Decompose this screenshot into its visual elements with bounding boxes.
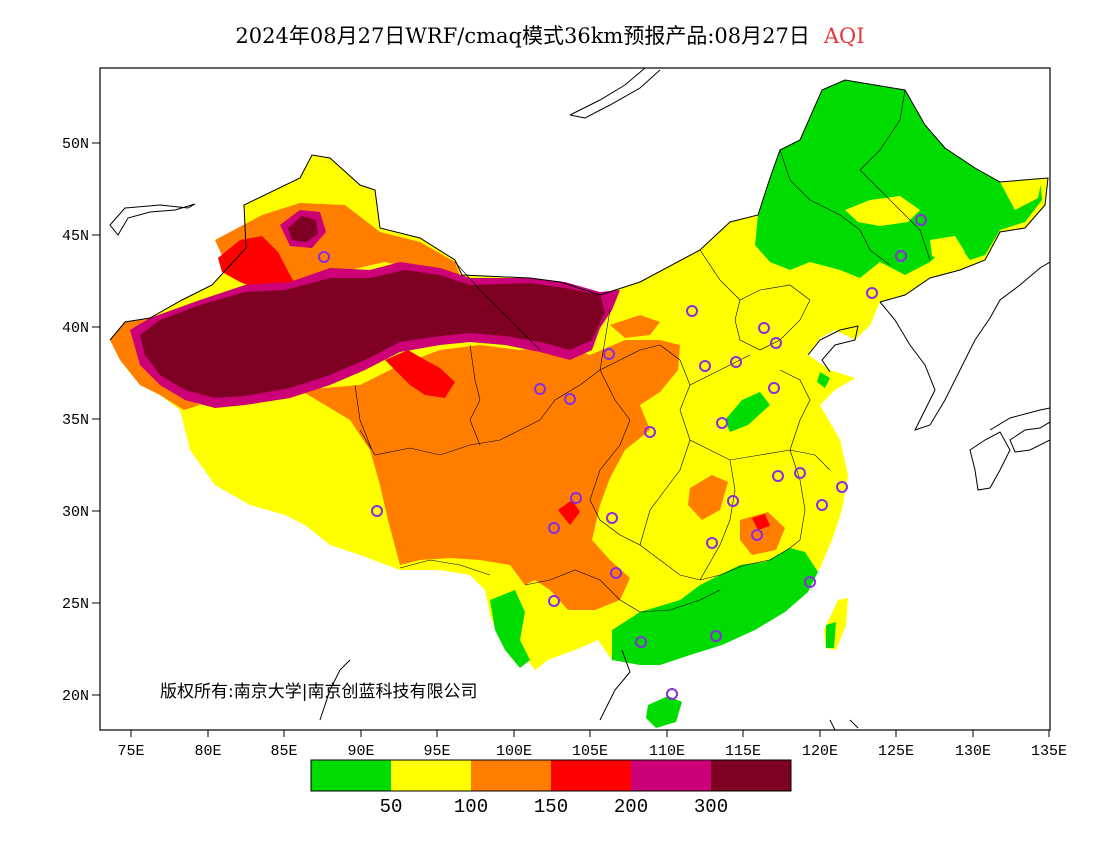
aqi-region-usg-north <box>610 315 660 338</box>
station-marker <box>635 636 647 648</box>
aqi-region-usg <box>300 340 680 610</box>
legend-swatch-hazardous <box>711 760 791 791</box>
lat-tick-label: 50N <box>62 136 89 153</box>
lon-tick-label: 135E <box>1031 743 1067 760</box>
lon-tick-label: 75E <box>117 743 144 760</box>
legend-swatch-good <box>311 760 391 791</box>
aqi-region-good-sw <box>490 590 530 668</box>
station-marker <box>895 250 907 262</box>
aqi-region-usg-central <box>688 475 728 520</box>
aqi-region-unhealthy-xj <box>218 236 300 294</box>
aqi-region-moderate-ne <box>845 196 920 226</box>
station-marker <box>727 495 739 507</box>
aqi-region-unhealthy-c <box>752 514 770 530</box>
legend-label: 200 <box>614 796 648 818</box>
legend-swatch-moderate <box>391 760 471 791</box>
aqi-region-good-central <box>725 392 770 432</box>
copyright-text: 版权所有:南京大学|南京创蓝科技有限公司 <box>160 682 477 702</box>
station-markers <box>318 214 927 700</box>
legend-swatch-usg <box>471 760 551 791</box>
station-marker <box>730 356 742 368</box>
country-outline <box>109 79 1049 341</box>
aqi-region-hazardous-xj-core <box>288 216 318 242</box>
station-marker <box>371 505 383 517</box>
coastlines <box>109 68 1050 730</box>
lon-axis <box>130 730 1050 737</box>
station-marker <box>666 688 678 700</box>
station-marker <box>318 251 330 263</box>
station-marker <box>772 470 784 482</box>
aqi-region-hainan <box>646 696 682 728</box>
aqi-region-hazardous <box>140 270 605 398</box>
station-marker <box>570 492 582 504</box>
legend-label: 150 <box>534 796 568 818</box>
lon-tick-label: 100E <box>496 743 532 760</box>
station-marker <box>706 537 718 549</box>
aqi-region-usg-west <box>110 318 200 410</box>
aqi-legend: 50 100 150 200 300 <box>310 759 792 818</box>
station-marker <box>564 393 576 405</box>
legend-label: 100 <box>454 796 488 818</box>
province-borders <box>354 89 931 613</box>
station-marker <box>710 630 722 642</box>
lon-tick-label: 90E <box>347 743 374 760</box>
map-frame <box>99 67 1051 731</box>
station-marker <box>534 383 546 395</box>
legend-label: 50 <box>380 796 403 818</box>
lat-tick-label: 40N <box>62 320 89 337</box>
legend-label: 300 <box>694 796 728 818</box>
legend-frame <box>310 759 792 792</box>
aqi-region-taiwan-good <box>826 622 836 648</box>
aqi-region-unhealthy-sc <box>558 500 580 525</box>
lon-tick-label: 120E <box>802 743 838 760</box>
lat-tick-label: 35N <box>62 412 89 429</box>
station-marker <box>770 337 782 349</box>
station-marker <box>866 287 878 299</box>
station-marker <box>610 567 622 579</box>
aqi-region-moderate-ne2 <box>930 236 965 262</box>
aqi-region-good-south <box>612 548 818 665</box>
lon-tick-label: 95E <box>423 743 450 760</box>
aqi-region-unhealthy-qh <box>385 350 455 398</box>
station-marker <box>751 529 763 541</box>
lon-tick-label: 80E <box>194 743 221 760</box>
station-marker <box>716 417 728 429</box>
lon-tick-label: 110E <box>649 743 685 760</box>
aqi-region-good-north <box>755 80 1042 278</box>
lon-tick-label: 115E <box>725 743 761 760</box>
lat-tick-label: 20N <box>62 688 89 705</box>
station-marker <box>644 426 656 438</box>
station-marker <box>758 322 770 334</box>
legend-swatch-unhealthy <box>551 760 631 791</box>
station-marker <box>603 348 615 360</box>
lat-axis <box>92 142 100 696</box>
aqi-region-moderate-ne3 <box>1000 178 1042 210</box>
station-marker <box>836 481 848 493</box>
legend-swatch-very-unhealthy <box>631 760 711 791</box>
station-marker <box>548 595 560 607</box>
station-marker <box>686 305 698 317</box>
aqi-region-good-east <box>817 372 830 388</box>
station-marker <box>548 522 560 534</box>
lon-tick-label: 85E <box>270 743 297 760</box>
station-marker <box>768 382 780 394</box>
title-main: 2024年08月27日WRF/cmaq模式36km预报产品:08月27日 <box>235 24 810 48</box>
lat-tick-label: 45N <box>62 228 89 245</box>
lon-tick-label: 130E <box>955 743 991 760</box>
station-marker <box>699 360 711 372</box>
station-marker <box>915 214 927 226</box>
station-marker <box>804 576 816 588</box>
lat-tick-label: 25N <box>62 596 89 613</box>
lon-tick-label: 105E <box>572 743 608 760</box>
station-marker <box>794 467 806 479</box>
station-marker <box>816 499 828 511</box>
title-variable: AQI <box>823 24 865 48</box>
lat-tick-label: 30N <box>62 504 89 521</box>
map-title: 2024年08月27日WRF/cmaq模式36km预报产品:08月27日 AQI <box>0 20 1100 50</box>
lon-tick-label: 125E <box>878 743 914 760</box>
station-marker <box>606 512 618 524</box>
map-plot-area <box>109 68 1050 730</box>
